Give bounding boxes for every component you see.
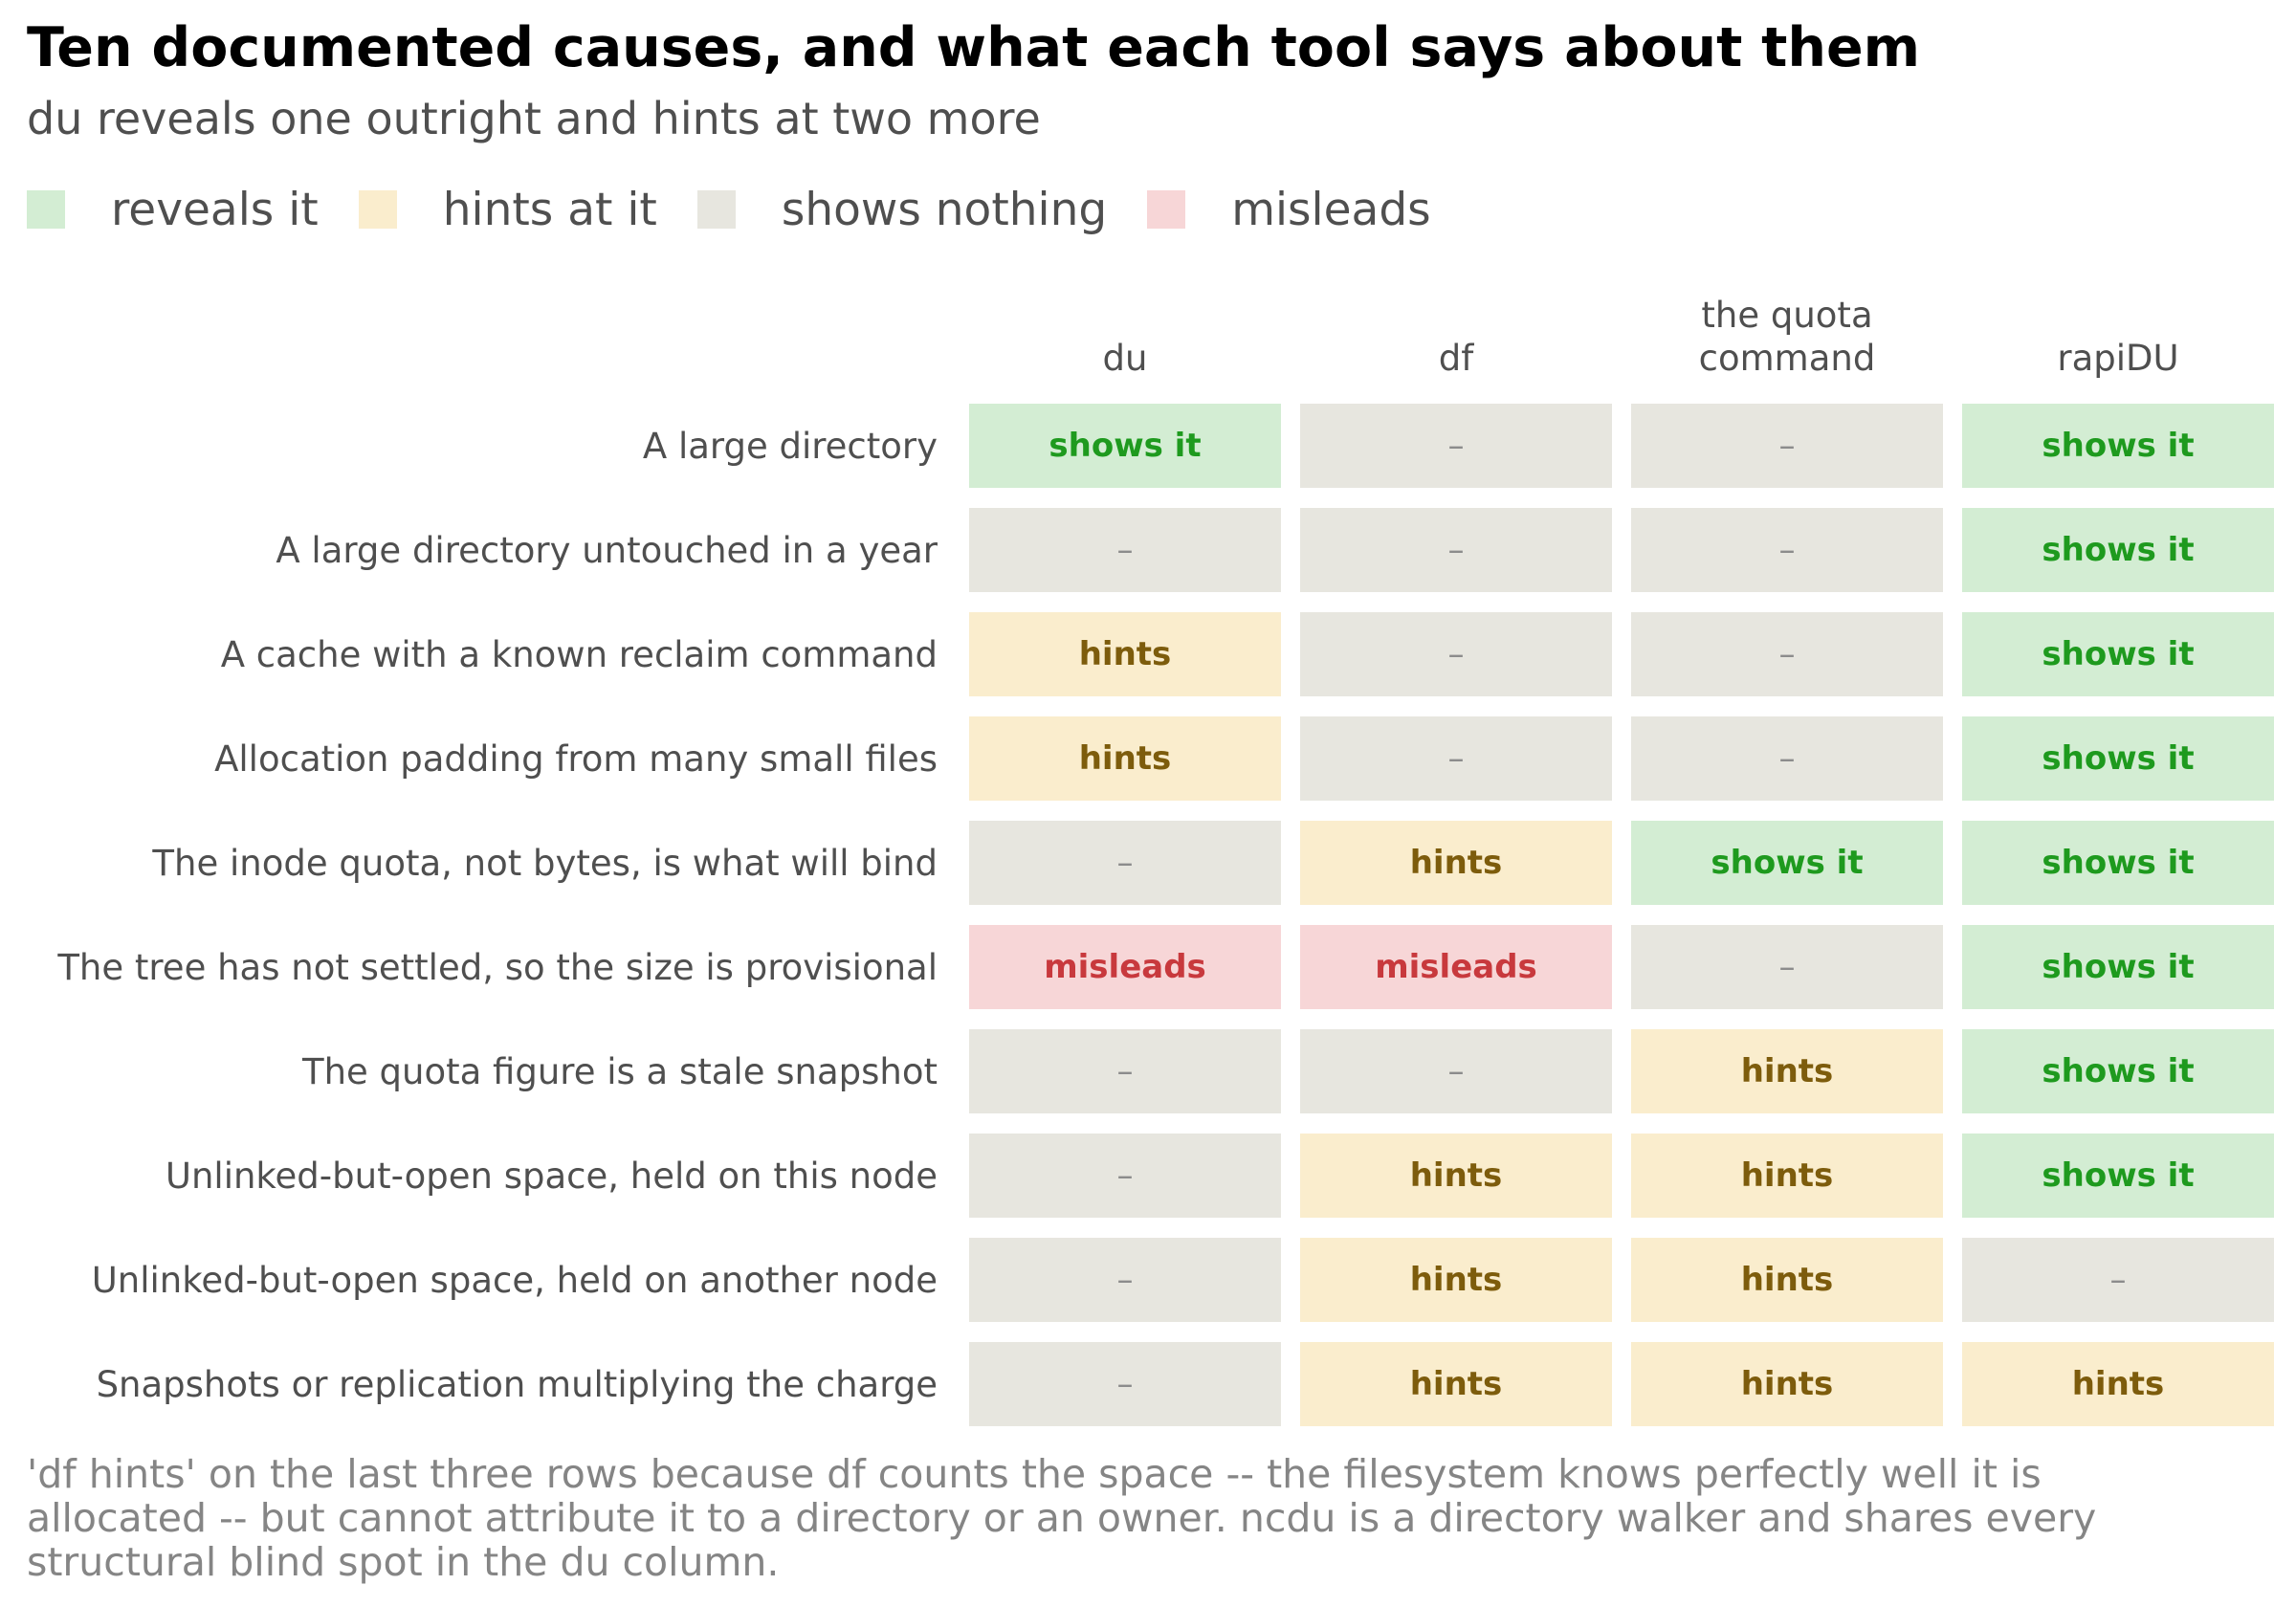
matrix-cell: – [1300, 1029, 1612, 1113]
matrix-cell: hints [969, 716, 1281, 801]
matrix-cell: – [1631, 508, 1943, 592]
row-label: Unlinked-but-open space, held on this no… [165, 1155, 938, 1197]
matrix-cell: shows it [1962, 821, 2274, 905]
legend-label: hints at it [442, 183, 657, 236]
matrix-cell: – [969, 1238, 1281, 1322]
legend-swatch [696, 190, 736, 229]
matrix-cell: shows it [1962, 612, 2274, 696]
legend-item-nothing: shows nothing [696, 183, 1108, 236]
row-label: Allocation padding from many small files [214, 737, 938, 780]
matrix-cell: hints [1300, 1342, 1612, 1426]
matrix-cell: – [969, 1134, 1281, 1218]
row-label: The inode quota, not bytes, is what will… [152, 842, 938, 884]
matrix-cell: hints [1631, 1134, 1943, 1218]
footnote: 'df hints' on the last three rows becaus… [27, 1451, 2097, 1585]
matrix-cell: – [969, 508, 1281, 592]
matrix-cell: hints [1631, 1342, 1943, 1426]
row-label: Snapshots or replication multiplying the… [96, 1363, 938, 1405]
legend-item-reveals: reveals it [27, 184, 319, 236]
matrix-cell: – [969, 1342, 1281, 1426]
matrix-cell: shows it [1962, 1029, 2274, 1113]
matrix-cell: shows it [1962, 508, 2274, 592]
row-label: The quota figure is a stale snapshot [301, 1050, 938, 1092]
row-label: A large directory [642, 425, 938, 467]
matrix-cell: – [1300, 716, 1612, 801]
column-header: df [1438, 338, 1474, 379]
matrix-cell: – [969, 821, 1281, 905]
matrix-cell: – [1631, 404, 1943, 488]
column-header: the quota command [1698, 295, 1876, 379]
matrix-cell: – [1631, 925, 1943, 1009]
matrix-cell: – [1631, 716, 1943, 801]
legend-label: shows nothing [781, 183, 1108, 236]
matrix-cell: shows it [1962, 1134, 2274, 1218]
row-label: The tree has not settled, so the size is… [57, 946, 938, 988]
legend-label: reveals it [111, 183, 319, 236]
matrix-cell: misleads [969, 925, 1281, 1009]
chart-title: Ten documented causes, and what each too… [27, 16, 1921, 79]
matrix-cell: misleads [1300, 925, 1612, 1009]
matrix-cell: hints [1631, 1238, 1943, 1322]
matrix-cell: – [1300, 508, 1612, 592]
matrix-cell: – [1300, 612, 1612, 696]
matrix-cell: shows it [1962, 404, 2274, 488]
matrix-cell: – [969, 1029, 1281, 1113]
column-header: rapiDU [2057, 338, 2179, 379]
matrix-cell: hints [1631, 1029, 1943, 1113]
matrix-cell: – [1631, 612, 1943, 696]
matrix-cell: shows it [1631, 821, 1943, 905]
row-label: A large directory untouched in a year [276, 529, 938, 571]
matrix-cell: hints [1300, 1238, 1612, 1322]
matrix-cell: shows it [1962, 925, 2274, 1009]
legend-swatch [358, 190, 397, 229]
matrix-cell: hints [1300, 1134, 1612, 1218]
legend-swatch [1147, 190, 1186, 229]
matrix-cell: shows it [969, 404, 1281, 488]
matrix-cell: hints [969, 612, 1281, 696]
legend-item-misleads: misleads [1147, 183, 1431, 236]
matrix-cell: – [1300, 404, 1612, 488]
row-label: A cache with a known reclaim command [220, 633, 938, 675]
legend-item-hints: hints at it [358, 183, 657, 236]
row-label: Unlinked-but-open space, held on another… [91, 1259, 938, 1301]
matrix-cell: shows it [1962, 716, 2274, 801]
matrix-cell: hints [1300, 821, 1612, 905]
legend-swatch [27, 190, 65, 229]
matrix-cell: – [1962, 1238, 2274, 1322]
legend: reveals it hints at it shows nothing mis… [27, 176, 1471, 243]
legend-label: misleads [1231, 183, 1431, 236]
chart-subtitle: du reveals one outright and hints at two… [27, 93, 1041, 144]
column-header: du [1102, 338, 1148, 379]
matrix-cell: hints [1962, 1342, 2274, 1426]
